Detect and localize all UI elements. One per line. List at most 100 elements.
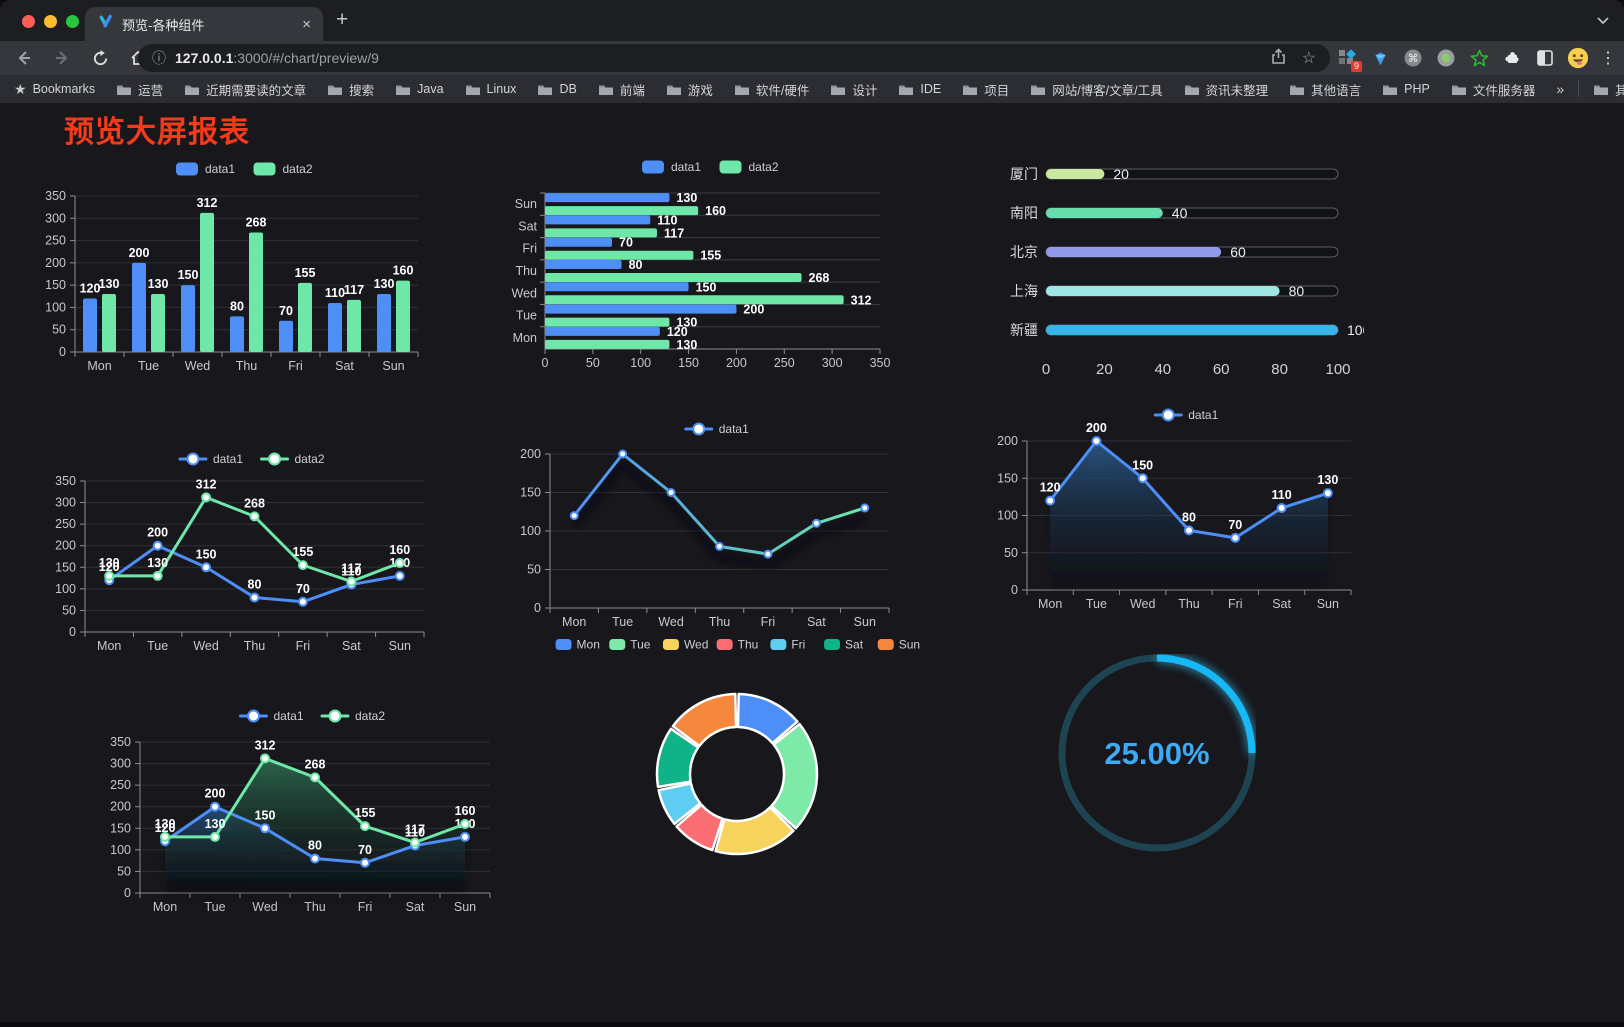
extension-star-icon[interactable] <box>1468 47 1490 69</box>
bookmark-folder[interactable]: 文件服务器 <box>1451 80 1535 99</box>
svg-text:130: 130 <box>99 556 120 570</box>
svg-text:Mon: Mon <box>513 331 537 345</box>
browser-tab[interactable]: 预览-各种组件 × <box>85 7 323 41</box>
svg-text:150: 150 <box>110 821 131 835</box>
folder-icon <box>598 85 613 95</box>
reload-icon[interactable] <box>86 44 114 72</box>
bookmark-folder[interactable]: 游戏 <box>666 80 713 99</box>
bookmark-folder[interactable]: 前端 <box>598 80 645 99</box>
bookmark-folder[interactable]: 项目 <box>962 80 1009 99</box>
bookmark-folder[interactable]: 软件/硬件 <box>734 80 809 99</box>
svg-text:南阳: 南阳 <box>1010 205 1038 221</box>
svg-text:150: 150 <box>696 280 717 294</box>
tab-close-icon[interactable]: × <box>302 15 311 33</box>
donut-chart[interactable]: Mon Tue Wed Thu Fri Sat Sun <box>545 631 930 923</box>
extension-dot-icon[interactable] <box>1435 47 1457 69</box>
bookmark-folder[interactable]: 网站/博客/文章/工具 <box>1030 80 1163 99</box>
svg-text:0: 0 <box>542 356 549 370</box>
folder-icon <box>117 85 132 95</box>
bookmark-folder[interactable]: 近期需要读的文章 <box>184 80 306 99</box>
gauge-chart[interactable]: 25.00% <box>1058 654 1256 852</box>
bookmarks-manager-item[interactable]: ★ Bookmarks <box>14 80 96 97</box>
svg-text:Fri: Fri <box>761 615 776 629</box>
folder-icon <box>734 85 749 95</box>
window-zoom-button[interactable] <box>66 15 79 28</box>
bookmark-folder[interactable]: Java <box>395 80 444 99</box>
page-title: 预览大屏报表 <box>64 116 250 149</box>
other-bookmarks-folder[interactable]: 其他书签 <box>1593 80 1624 99</box>
tab-search-chevron-icon[interactable] <box>1596 12 1610 30</box>
new-tab-button[interactable]: + <box>336 8 349 31</box>
line-chart[interactable]: data1 data2 0 50 100 150 200 250 300 350 Mon Tue Wed… <box>40 445 435 659</box>
folder-icon <box>328 85 343 95</box>
bookmark-folder[interactable]: Linux <box>465 80 516 99</box>
url-text: 127.0.0.1:3000/#/chart/preview/9 <box>175 50 379 66</box>
window-close-button[interactable] <box>22 15 35 28</box>
window-controls <box>22 15 79 28</box>
svg-text:160: 160 <box>705 204 726 218</box>
extension-command-icon[interactable]: ⌘ <box>1402 47 1424 69</box>
bookmark-folder[interactable]: 资讯未整理 <box>1184 80 1268 99</box>
area-chart-double[interactable]: data1 data2 0 50 100 150 200 250 300 350 Mon Tue Wed… <box>95 702 515 924</box>
svg-text:300: 300 <box>822 356 843 370</box>
svg-text:Fri: Fri <box>358 900 373 914</box>
share-icon[interactable] <box>1271 48 1286 68</box>
area-chart-single[interactable]: data1 0 50 100 150 200 Mon Tue Wed Thu Fri Sat Sun 12… <box>985 401 1365 618</box>
svg-text:100: 100 <box>997 509 1018 523</box>
progress-bar-chart[interactable]: 厦门 20 南阳 40 北京 60 上海 80 新疆 100 0 20 40 60 80 100 <box>992 155 1371 383</box>
bookmark-folder[interactable]: DB <box>537 80 577 99</box>
svg-text:80: 80 <box>629 258 643 272</box>
svg-text:200: 200 <box>997 434 1018 448</box>
svg-text:160: 160 <box>393 264 414 278</box>
extension-badge: 9 <box>1350 61 1362 72</box>
browser-menu-icon[interactable]: ⋮ <box>1600 50 1616 67</box>
bookmark-star-icon[interactable]: ☆ <box>1301 50 1316 67</box>
svg-text:Tue: Tue <box>204 900 225 914</box>
extension-gem-icon[interactable] <box>1369 47 1391 69</box>
profile-avatar[interactable] <box>1567 47 1589 69</box>
svg-text:200: 200 <box>726 356 747 370</box>
svg-text:80: 80 <box>230 299 244 313</box>
folder-icon <box>538 85 553 95</box>
bookmark-folder[interactable]: 搜索 <box>327 80 374 99</box>
svg-text:100: 100 <box>45 300 66 314</box>
site-info-icon[interactable]: ⓘ <box>152 50 166 66</box>
svg-text:200: 200 <box>45 256 66 270</box>
svg-text:Thu: Thu <box>244 639 266 653</box>
gradient-line-chart[interactable]: data1 0 50 100 150 200 Mon Tue Wed Thu Fri Sat Sun <box>505 415 895 629</box>
bookmark-folder[interactable]: PHP <box>1382 80 1430 99</box>
reading-mode-icon[interactable] <box>1534 47 1556 69</box>
extensions-puzzle-icon[interactable] <box>1501 47 1523 69</box>
svg-text:Sat: Sat <box>845 638 864 652</box>
folder-icon <box>666 85 681 95</box>
svg-text:268: 268 <box>305 757 326 771</box>
svg-text:Sun: Sun <box>899 638 920 652</box>
bookmark-folder[interactable]: IDE <box>898 80 941 99</box>
svg-text:data1: data1 <box>274 709 304 723</box>
svg-text:312: 312 <box>197 196 218 210</box>
svg-text:300: 300 <box>45 211 66 225</box>
bar-chart[interactable]: data1 data2 0 50 100 150 200 250 300 350 Mon Tue Wed… <box>38 155 438 377</box>
address-bar[interactable]: ⓘ 127.0.0.1:3000/#/chart/preview/9 ☆ <box>138 44 1330 72</box>
svg-text:200: 200 <box>743 303 764 317</box>
bookmarks-overflow-icon[interactable]: » <box>1556 81 1565 97</box>
forward-icon[interactable] <box>48 44 76 72</box>
horizontal-bar-chart[interactable]: data1 data2 Mon Tue Wed Thu Fri Sat Sun 0 50 100 150… <box>500 153 896 377</box>
bookmark-folder[interactable]: 运营 <box>116 80 163 99</box>
page-content: 预览大屏报表 data1 data2 0 50 100 150 200 250 300 350 Mo… <box>0 103 1624 1027</box>
svg-text:120: 120 <box>1040 481 1061 495</box>
svg-text:130: 130 <box>1317 473 1338 487</box>
extension-grid-icon[interactable]: 9 <box>1336 47 1362 72</box>
svg-text:Wed: Wed <box>512 286 538 300</box>
bookmark-folder[interactable]: 其他语言 <box>1289 80 1361 99</box>
window-minimize-button[interactable] <box>44 15 57 28</box>
svg-text:data1: data1 <box>671 160 701 174</box>
svg-text:268: 268 <box>244 496 265 510</box>
svg-text:data2: data2 <box>355 709 385 723</box>
svg-text:Thu: Thu <box>738 638 759 652</box>
svg-text:Sat: Sat <box>518 219 537 233</box>
bookmark-folder[interactable]: 设计 <box>830 80 877 99</box>
svg-text:80: 80 <box>1271 361 1288 378</box>
back-icon[interactable] <box>10 44 38 72</box>
svg-text:150: 150 <box>520 486 541 500</box>
